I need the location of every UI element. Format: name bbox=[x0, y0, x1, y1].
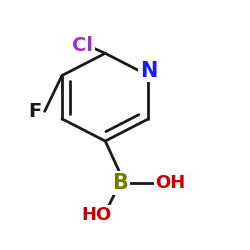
Text: Cl: Cl bbox=[72, 36, 94, 56]
Text: F: F bbox=[28, 102, 42, 121]
Text: N: N bbox=[140, 60, 157, 80]
Text: B: B bbox=[112, 173, 128, 193]
Text: HO: HO bbox=[82, 206, 112, 224]
Text: OH: OH bbox=[156, 174, 186, 192]
Text: N: N bbox=[140, 60, 157, 80]
